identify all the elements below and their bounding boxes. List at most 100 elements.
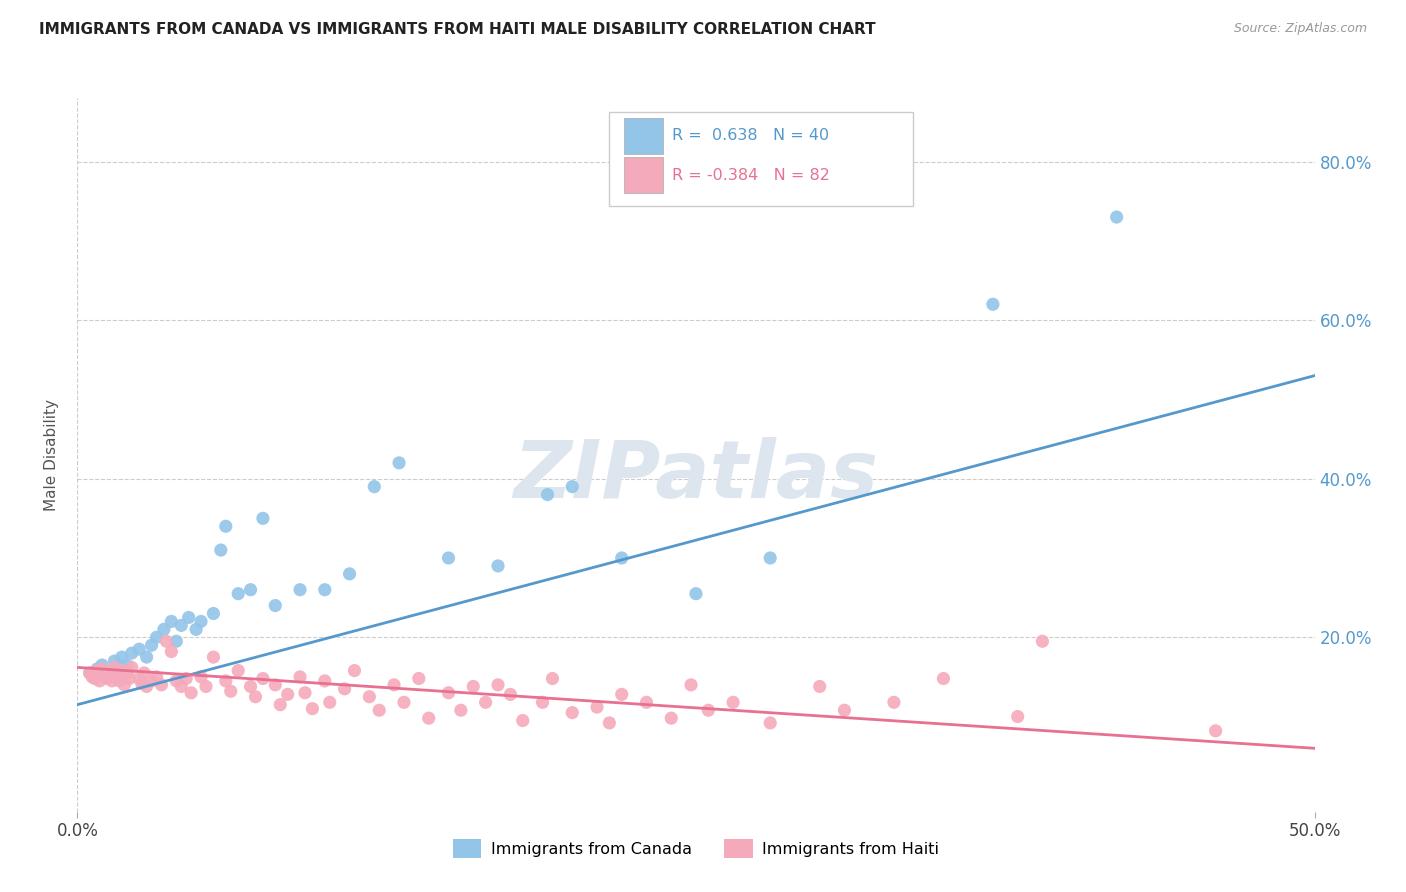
Point: [319, 695, 342, 709]
Point: [128, 642, 150, 657]
Point: [721, 695, 744, 709]
Point: [160, 644, 183, 658]
Point: [82, 670, 104, 684]
Y-axis label: Male Disability: Male Disability: [44, 399, 59, 511]
Point: [98, 665, 121, 680]
Point: [195, 680, 218, 694]
Point: [128, 672, 150, 686]
Point: [103, 660, 125, 674]
Point: [111, 664, 134, 678]
Point: [91, 662, 114, 676]
Point: [598, 715, 620, 730]
Point: [474, 695, 496, 709]
Point: [226, 664, 249, 678]
Point: [239, 680, 262, 694]
Point: [150, 678, 173, 692]
Point: [561, 706, 583, 720]
Point: [1031, 634, 1053, 648]
Point: [561, 480, 583, 494]
Point: [83, 672, 105, 686]
Point: [131, 676, 153, 690]
Point: [165, 673, 187, 688]
Point: [252, 511, 274, 525]
Point: [180, 686, 202, 700]
Point: [135, 680, 157, 694]
Text: R =  0.638   N = 40: R = 0.638 N = 40: [672, 128, 830, 144]
Point: [610, 551, 633, 566]
Legend: Immigrants from Canada, Immigrants from Haiti: Immigrants from Canada, Immigrants from …: [446, 832, 946, 864]
Point: [96, 672, 118, 686]
Point: [93, 668, 115, 682]
Point: [108, 673, 131, 688]
Point: [184, 623, 207, 637]
Point: [1205, 723, 1227, 738]
Point: [121, 646, 143, 660]
Point: [121, 660, 143, 674]
Point: [177, 610, 200, 624]
Point: [697, 703, 720, 717]
Point: [408, 672, 430, 686]
Point: [512, 714, 534, 728]
Point: [486, 558, 509, 573]
Point: [219, 684, 242, 698]
Text: Source: ZipAtlas.com: Source: ZipAtlas.com: [1233, 22, 1367, 36]
Point: [834, 703, 856, 717]
Text: IMMIGRANTS FROM CANADA VS IMMIGRANTS FROM HAITI MALE DISABILITY CORRELATION CHAR: IMMIGRANTS FROM CANADA VS IMMIGRANTS FRO…: [39, 22, 876, 37]
Point: [105, 670, 128, 684]
Point: [141, 638, 163, 652]
Point: [314, 582, 336, 597]
Point: [541, 672, 564, 686]
Point: [499, 687, 522, 701]
Point: [209, 543, 232, 558]
Point: [531, 695, 554, 709]
Point: [388, 456, 411, 470]
Point: [226, 587, 249, 601]
Point: [155, 634, 177, 648]
Point: [115, 665, 138, 680]
Point: [79, 665, 101, 680]
Point: [759, 715, 782, 730]
Point: [118, 672, 141, 686]
Point: [112, 678, 135, 692]
Point: [145, 630, 167, 644]
Point: [239, 582, 262, 597]
Point: [301, 701, 323, 715]
Point: [277, 687, 299, 701]
Point: [586, 700, 609, 714]
Point: [382, 678, 405, 692]
Point: [981, 297, 1004, 311]
Point: [339, 566, 361, 581]
Point: [294, 686, 316, 700]
Point: [359, 690, 381, 704]
Point: [215, 673, 238, 688]
Point: [636, 695, 658, 709]
Text: ZIPatlas: ZIPatlas: [513, 437, 879, 516]
Point: [808, 680, 831, 694]
Point: [363, 480, 385, 494]
Point: [264, 678, 287, 692]
Point: [418, 711, 440, 725]
Point: [333, 681, 356, 696]
Point: [135, 650, 157, 665]
Point: [659, 711, 682, 725]
Point: [103, 654, 125, 668]
Point: [79, 665, 101, 680]
Point: [759, 551, 782, 566]
Point: [536, 487, 558, 501]
Point: [450, 703, 472, 717]
Point: [160, 615, 183, 629]
Point: [437, 551, 460, 566]
Point: [86, 662, 108, 676]
Point: [368, 703, 391, 717]
Point: [101, 673, 124, 688]
Point: [190, 615, 212, 629]
Point: [314, 673, 336, 688]
Point: [392, 695, 415, 709]
Point: [111, 650, 134, 665]
Point: [1007, 709, 1029, 723]
Point: [170, 680, 193, 694]
Point: [269, 698, 291, 712]
Point: [134, 665, 156, 680]
Point: [89, 673, 111, 688]
Point: [115, 658, 138, 673]
